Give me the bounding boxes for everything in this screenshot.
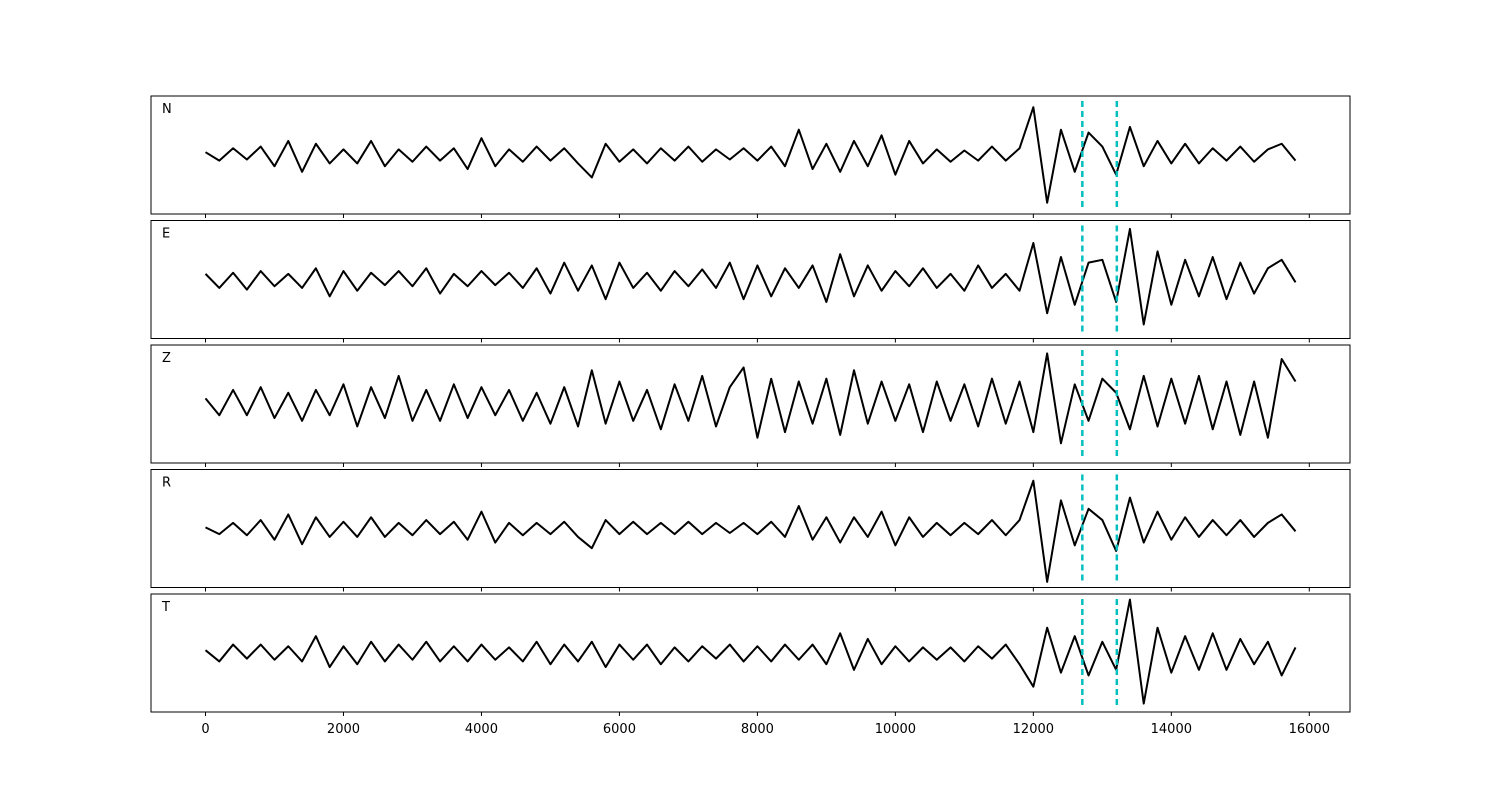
panel-frame (150, 95, 1351, 215)
panel-label: Z (162, 351, 171, 366)
panel-label: N (162, 102, 172, 117)
waveform (204, 598, 1297, 705)
x-tick-label: 0 (201, 722, 209, 737)
panel-label: E (162, 227, 170, 242)
panel-frame (150, 220, 1351, 339)
panel-frame (150, 593, 1351, 713)
x-tick-label: 14000 (1151, 722, 1192, 737)
panel-label: T (161, 600, 170, 615)
waveform (204, 352, 1297, 445)
x-tick-label: 8000 (741, 722, 774, 737)
x-tick-label: 6000 (603, 722, 636, 737)
panel-frame (150, 469, 1351, 588)
panel-frame (150, 344, 1351, 464)
x-tick-label: 4000 (465, 722, 498, 737)
x-tick-label: 16000 (1289, 722, 1330, 737)
waveform (204, 106, 1297, 204)
panel-label: R (162, 476, 171, 491)
x-tick-label: 2000 (327, 722, 360, 737)
x-tick-label: 12000 (1013, 722, 1054, 737)
x-tick-label: 10000 (875, 722, 916, 737)
waveform (204, 227, 1297, 326)
waveform (205, 479, 1297, 583)
